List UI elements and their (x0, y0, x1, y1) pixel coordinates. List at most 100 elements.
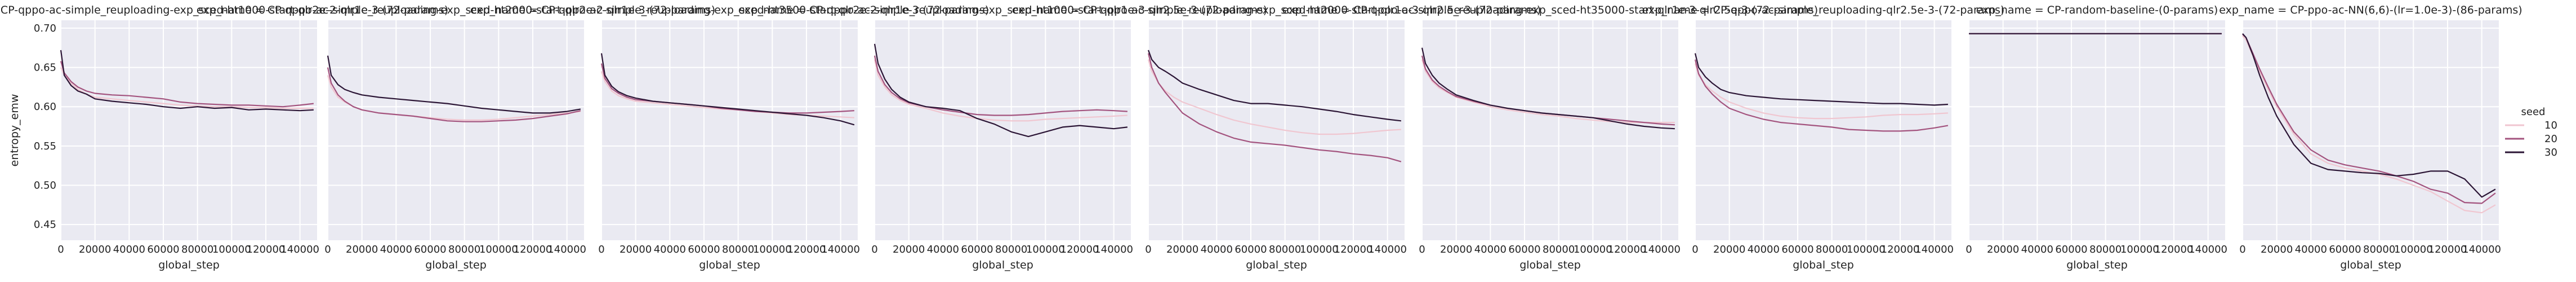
x-tick-label: 100000 (1847, 244, 1886, 255)
x-tick-label: 80000 (1269, 244, 1301, 255)
series-line-seed-20 (1694, 59, 1949, 132)
x-tick-label: 0 (598, 244, 604, 255)
y-axis-label: entropy_emw (8, 94, 21, 167)
x-tick-label: 60000 (961, 244, 993, 255)
series-line-seed-30 (873, 43, 1128, 138)
x-tick-label: 80000 (2089, 244, 2122, 255)
x-axis-label: global_step (158, 259, 220, 271)
x-tick-label: 100000 (2120, 244, 2159, 255)
x-tick-label: 140000 (2189, 244, 2227, 255)
y-tick-label: 0.60 (34, 101, 56, 113)
panel-title: exp_name = CP-qppo-ac-simple_reuploading… (197, 4, 715, 16)
x-tick-label: 100000 (1026, 244, 1065, 255)
series-line-seed-20 (327, 67, 581, 122)
x-tick-label: 0 (1966, 244, 1972, 255)
x-tick-label: 20000 (346, 244, 378, 255)
chart-panel-2: 0 20000 40000 60000 80000100000120000140000e… (197, 4, 715, 271)
legend-label: 30 (2544, 147, 2557, 158)
x-tick-label: 60000 (1508, 244, 1540, 255)
x-tick-label: 120000 (1060, 244, 1099, 255)
x-tick-label: 0 (871, 244, 877, 255)
series-line-seed-10 (1147, 59, 1401, 135)
legend-label: 20 (2544, 133, 2557, 145)
x-tick-label: 140000 (2462, 244, 2501, 255)
x-tick-label: 80000 (181, 244, 213, 255)
chart-panel-6: 0 20000 40000 60000 80000100000120000140000e… (1282, 4, 1818, 271)
x-tick-label: 80000 (995, 244, 1027, 255)
panel-title: exp_name = CP-qppo-ac-simple_reuploading… (1642, 4, 2005, 16)
x-axis-label: global_step (699, 259, 760, 271)
panel-title: exp_name = CP-qppo-ac-simple_reuploading… (0, 4, 448, 16)
x-axis-label: global_step (972, 259, 1033, 271)
x-tick-label: 120000 (1608, 244, 1647, 255)
x-tick-label: 20000 (1713, 244, 1745, 255)
x-tick-label: 140000 (821, 244, 860, 255)
x-tick-label: 60000 (1234, 244, 1267, 255)
plot-area (2243, 20, 2499, 240)
x-tick-label: 20000 (1440, 244, 1472, 255)
series-line-seed-10 (60, 67, 314, 109)
series-line-seed-30 (1421, 47, 1675, 130)
x-tick-label: 40000 (113, 244, 145, 255)
series-line-seed-10 (1694, 63, 1948, 120)
chart-panel-7: 0 20000 40000 60000 80000100000120000140000e… (1642, 4, 2005, 271)
x-tick-label: 60000 (688, 244, 720, 255)
x-tick-label: 60000 (2055, 244, 2087, 255)
y-tick-label: 0.50 (34, 180, 56, 192)
panel-title: exp_name = CP-ppo-ac-NN(6,6)-(lr=1.0e-3)… (2219, 4, 2522, 16)
x-tick-label: 120000 (514, 244, 552, 255)
chart-panel-5: 0 20000 40000 60000 80000100000120000140000e… (1012, 4, 1541, 271)
y-tick-label: 0.55 (34, 140, 56, 152)
x-tick-label: 140000 (280, 244, 319, 255)
legend-label: 10 (2544, 120, 2557, 131)
series-line-seed-10 (2242, 36, 2496, 214)
x-tick-label: 20000 (620, 244, 652, 255)
x-tick-label: 40000 (2021, 244, 2053, 255)
x-tick-label: 0 (1145, 244, 1151, 255)
x-tick-label: 140000 (547, 244, 586, 255)
x-tick-label: 140000 (1915, 244, 1954, 255)
chart-panel-3: 0 20000 40000 60000 80000100000120000140000e… (470, 4, 989, 271)
x-axis-label: global_step (2066, 259, 2128, 271)
series-line-seed-30 (60, 50, 314, 112)
x-axis-label: global_step (2340, 259, 2401, 271)
x-tick-label: 80000 (1543, 244, 1575, 255)
plot-area (601, 20, 858, 240)
plot-area (1969, 20, 2225, 240)
legend: seed 10 20 30 (2505, 106, 2557, 158)
series-line-seed-30 (1147, 50, 1402, 122)
y-tick-label: 0.70 (34, 23, 56, 34)
x-tick-label: 40000 (1474, 244, 1507, 255)
series-line-seed-30 (2242, 33, 2496, 198)
x-tick-label: 120000 (1881, 244, 1920, 255)
x-tick-label: 80000 (448, 244, 480, 255)
plot-area (1148, 20, 1405, 240)
y-tick-label: 0.65 (34, 62, 56, 74)
series-line-seed-20 (1147, 53, 1402, 162)
x-tick-label: 100000 (479, 244, 518, 255)
x-tick-label: 100000 (1300, 244, 1339, 255)
x-axis-label: global_step (1519, 259, 1581, 271)
series-line-seed-10 (1421, 59, 1675, 124)
series-line-seed-20 (2242, 34, 2496, 204)
panel-title: exp_name = CP-qppo-ac-simple_reuploading… (1282, 4, 1818, 16)
panel-title: exp_name = CP-qppo-ac-simple_reuploading… (738, 4, 1267, 16)
chart-panel-1: 0.450.500.550.600.650.700 20000 40000 60000… (0, 4, 448, 271)
plot-area (875, 20, 1131, 240)
x-tick-label: 100000 (2394, 244, 2433, 255)
x-tick-label: 20000 (893, 244, 925, 255)
plot-area (1422, 20, 1678, 240)
x-tick-label: 0 (324, 244, 331, 255)
x-axis-label: global_step (425, 259, 487, 271)
series-line-seed-30 (600, 53, 855, 126)
x-tick-label: 20000 (1166, 244, 1198, 255)
series-line-seed-30 (327, 55, 581, 114)
x-tick-label: 40000 (1201, 244, 1233, 255)
series-line-seed-20 (60, 61, 314, 108)
chart-panel-4: 0 20000 40000 60000 80000100000120000140000e… (738, 4, 1267, 271)
x-axis-label: global_step (1793, 259, 1854, 271)
panel-title: exp_name = CP-random-baseline-(0-params) (1976, 4, 2218, 16)
x-tick-label: 120000 (1334, 244, 1373, 255)
